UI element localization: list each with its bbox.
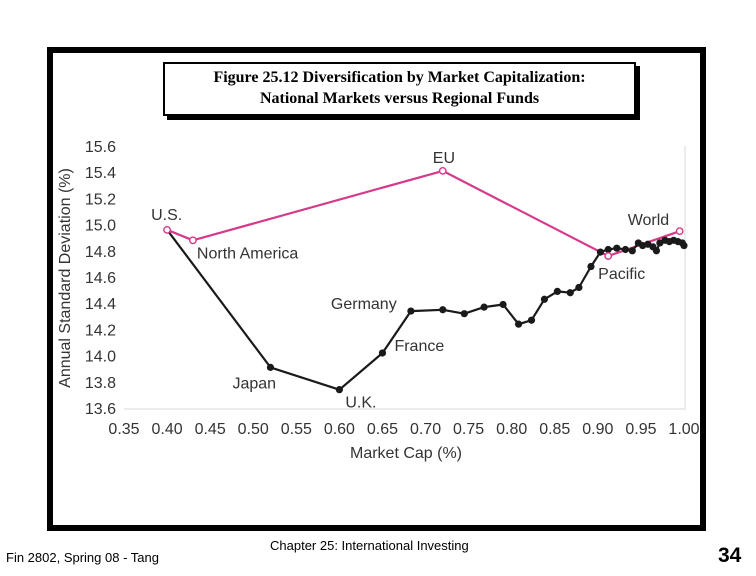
national-market-point: [480, 303, 488, 311]
national-market-point: [460, 310, 468, 318]
national-market-point: [439, 306, 447, 314]
annotation-label: World: [628, 212, 670, 229]
y-tick-label: 15.0: [85, 218, 116, 235]
national-market-point: [540, 295, 549, 303]
y-axis-label: Annual Standard Deviation (%): [57, 168, 74, 388]
x-tick-label: 0.65: [367, 421, 398, 438]
series-points: [163, 166, 688, 394]
national-market-point: [553, 287, 561, 296]
y-tick-label: 13.6: [85, 401, 116, 418]
y-tick-label: 15.6: [85, 139, 116, 156]
x-tick-label: 0.50: [238, 421, 269, 438]
figure-title-box: Figure 25.12 Diversification by Market C…: [163, 62, 636, 116]
national-market-point: [266, 363, 275, 371]
national-market-point: [680, 241, 688, 250]
national-market-point: [587, 262, 595, 271]
y-tick-label: 14.6: [85, 270, 116, 287]
x-tick-label: 0.60: [324, 421, 355, 438]
national-market-point: [378, 349, 387, 357]
x-tick-label: 0.85: [539, 421, 570, 438]
plot-area: [124, 146, 684, 408]
x-tick-label: 0.55: [281, 421, 312, 438]
x-tick-label: 0.80: [496, 421, 527, 438]
x-tick-label: 0.45: [195, 421, 226, 438]
page-number: 34: [718, 544, 742, 567]
figure-title-line-2: National Markets versus Regional Funds: [259, 90, 540, 107]
x-tick-label: 0.40: [152, 421, 183, 438]
x-tick-label: 0.70: [410, 421, 441, 438]
annotation-label: Germany: [331, 296, 397, 313]
regional-fund-point: [675, 227, 684, 236]
national-market-point: [335, 386, 343, 394]
x-tick-label: 1.00: [668, 421, 699, 438]
annotation-label: U.K.: [345, 395, 376, 412]
y-tick-label: 15.4: [85, 165, 116, 182]
annotation-label: EU: [433, 150, 455, 167]
footer-chapter: Chapter 25: International Investing: [270, 538, 469, 553]
y-tick-label: 15.2: [85, 191, 116, 208]
y-tick-label: 14.4: [85, 296, 116, 313]
x-tick-label: 0.95: [625, 421, 656, 438]
national-market-point: [566, 289, 574, 297]
regional-fund-point: [163, 225, 171, 234]
footer-course: Fin 2802, Spring 08 - Tang: [6, 550, 159, 565]
annotation-label: U.S.: [151, 207, 182, 224]
annotation-label: North America: [197, 245, 298, 262]
regional-fund-point: [189, 236, 197, 245]
x-axis-label: Market Cap (%): [350, 445, 462, 462]
national-market-point: [575, 283, 583, 292]
annotation-label: France: [394, 338, 444, 355]
national-market-point: [621, 245, 630, 254]
national-market-point: [407, 307, 415, 315]
figure-title-line-1: Figure 25.12 Diversification by Market C…: [213, 69, 586, 86]
x-axis-ticks: 0.35 0.40 0.45 0.50 0.55 0.60 0.65 0.70 0.75 0.80…: [108, 421, 699, 438]
annotations: U.S. North America EU World Pacific Germany Fr…: [151, 150, 669, 412]
national-market-point: [527, 316, 536, 324]
national-market-point: [499, 300, 507, 309]
y-tick-label: 14.8: [85, 244, 116, 261]
national-market-point: [628, 247, 636, 255]
national-market-point: [514, 320, 523, 328]
y-tick-label: 14.0: [85, 349, 116, 366]
diversification-chart: 0.35 0.40 0.45 0.50 0.55 0.60 0.65 0.70 0.75 0.80…: [57, 139, 700, 462]
y-tick-label: 14.2: [85, 322, 116, 339]
x-tick-label: 0.90: [582, 421, 613, 438]
national-market-point: [613, 244, 621, 252]
annotation-label: Japan: [232, 375, 276, 392]
national-market-point: [604, 245, 612, 254]
national-market-point: [652, 247, 661, 255]
regional-fund-point: [438, 166, 447, 175]
y-axis-ticks: 13.6 13.8 14.0 14.2 14.4 14.6 14.8 15.0 15.2 15.4…: [85, 139, 116, 418]
x-tick-label: 0.75: [453, 421, 484, 438]
x-tick-label: 0.35: [108, 421, 139, 438]
y-tick-label: 13.8: [85, 375, 116, 392]
national-market-point: [596, 248, 605, 256]
regional-fund-point: [604, 252, 613, 260]
annotation-label: Pacific: [598, 266, 645, 283]
